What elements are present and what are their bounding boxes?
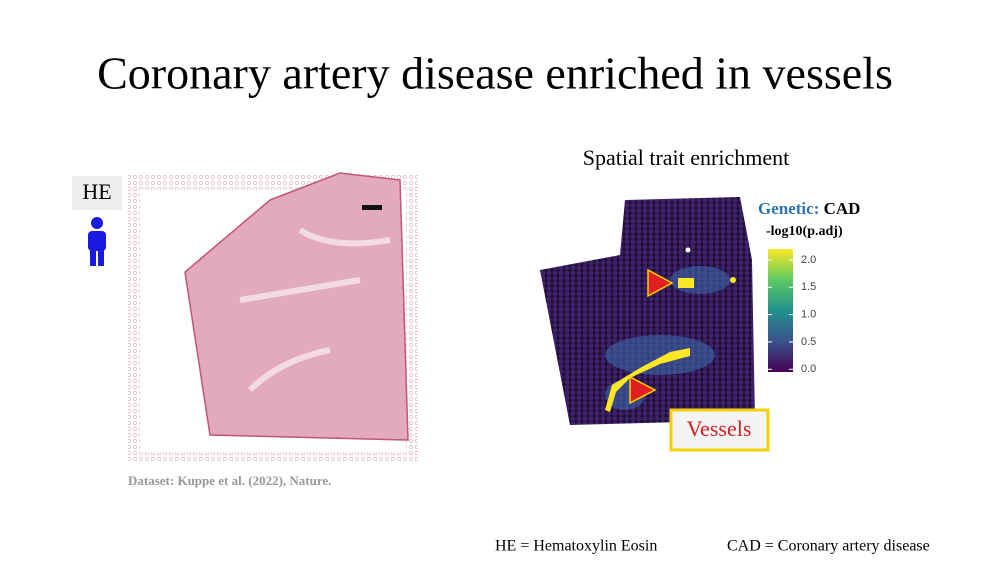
colorbar-tick-label: 0.5 (801, 336, 816, 348)
legend-prefix: Genetic: (758, 199, 819, 218)
person-icon (88, 217, 106, 266)
he-label: HE (82, 179, 111, 204)
footnote: HE = Hematoxylin Eosin (495, 538, 657, 555)
colorbar-tick-label: 2.0 (801, 254, 816, 266)
legend-header: Genetic: CAD (758, 199, 860, 218)
vessel-spots (605, 247, 736, 412)
dataset-caption: Dataset: Kuppe et al. (2022), Nature. (128, 473, 331, 488)
legend-trait: CAD (824, 199, 861, 218)
footnote: CAD = Coronary artery disease (727, 538, 930, 555)
tissue-texture (239, 227, 391, 393)
annotation: Vessels (687, 416, 752, 441)
arrow-marker (647, 268, 674, 298)
colorbar-tick-label: 0.0 (801, 363, 816, 375)
colorbar-tick-label: 1.0 (801, 309, 816, 321)
panel-title: Spatial trait enrichment (583, 145, 790, 170)
annotation-box (669, 408, 770, 452)
he-label-box (72, 176, 122, 210)
he-tissue (184, 172, 409, 441)
colorbar: 0.0 0.5 1.0 1.5 2.0 (768, 249, 816, 375)
colorbar-tick-label: 1.5 (801, 281, 816, 293)
arrow-marker (629, 375, 657, 405)
colorbar-gradient (768, 249, 793, 372)
legend-metric: -log10(p.adj) (766, 224, 843, 239)
scale-bar (362, 205, 382, 210)
slide-title: Coronary artery disease enriched in vess… (97, 48, 893, 99)
